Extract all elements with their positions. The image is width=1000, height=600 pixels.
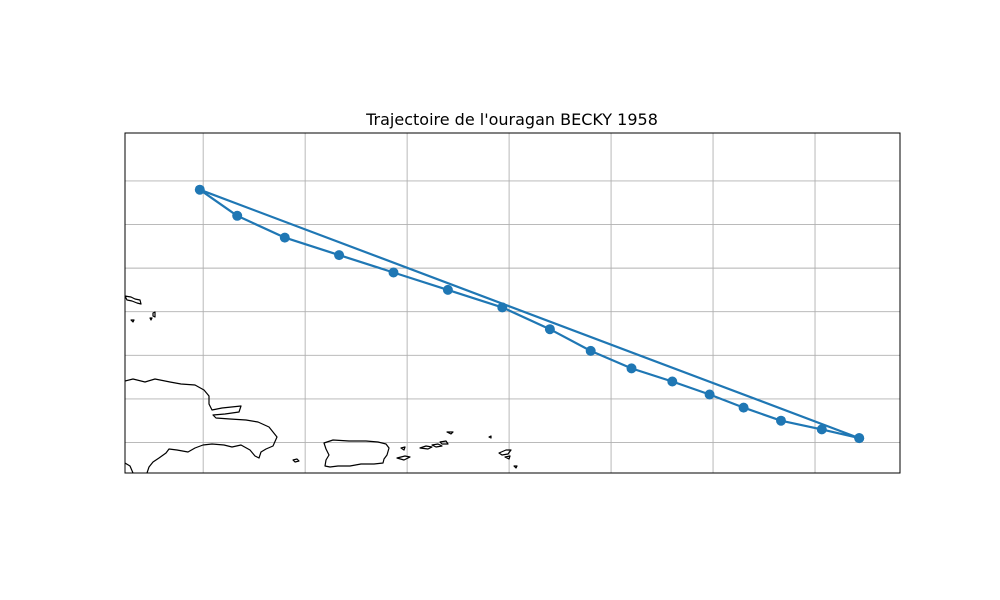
track-point [585, 345, 596, 356]
track-point [626, 363, 637, 374]
track-point [497, 302, 508, 313]
coastline-culebra [400, 446, 406, 451]
track-point [194, 184, 205, 195]
coastline-caicos [125, 295, 142, 305]
track-point [442, 284, 453, 295]
coastline-vieques [396, 455, 411, 461]
track-point [388, 267, 399, 278]
coastline-hispaniola [125, 378, 278, 473]
chart-title: Trajectoire de l'ouragan BECKY 1958 [365, 110, 658, 129]
hurricane-track [194, 184, 865, 444]
track-point [738, 402, 749, 413]
track-point [232, 210, 243, 221]
track-point [667, 376, 678, 387]
coastline-anguilla [488, 435, 492, 439]
track-point [816, 424, 827, 435]
track-point [279, 232, 290, 243]
coastline-islet [292, 458, 300, 463]
coastlines [125, 295, 518, 473]
track-point [776, 415, 786, 426]
coastline-virgin-islands [419, 431, 454, 450]
coastline-puerto-rico [323, 439, 390, 468]
track-point [704, 389, 715, 400]
axes-frame [124, 132, 901, 474]
track-points [194, 184, 865, 444]
coastline-hispaniola-tip [125, 462, 134, 473]
track-point [544, 324, 555, 335]
map-axes [125, 133, 900, 473]
coastline-st-martin [498, 449, 518, 469]
track-point [854, 433, 865, 444]
track-point [334, 250, 345, 261]
coastline-turks [130, 311, 156, 323]
